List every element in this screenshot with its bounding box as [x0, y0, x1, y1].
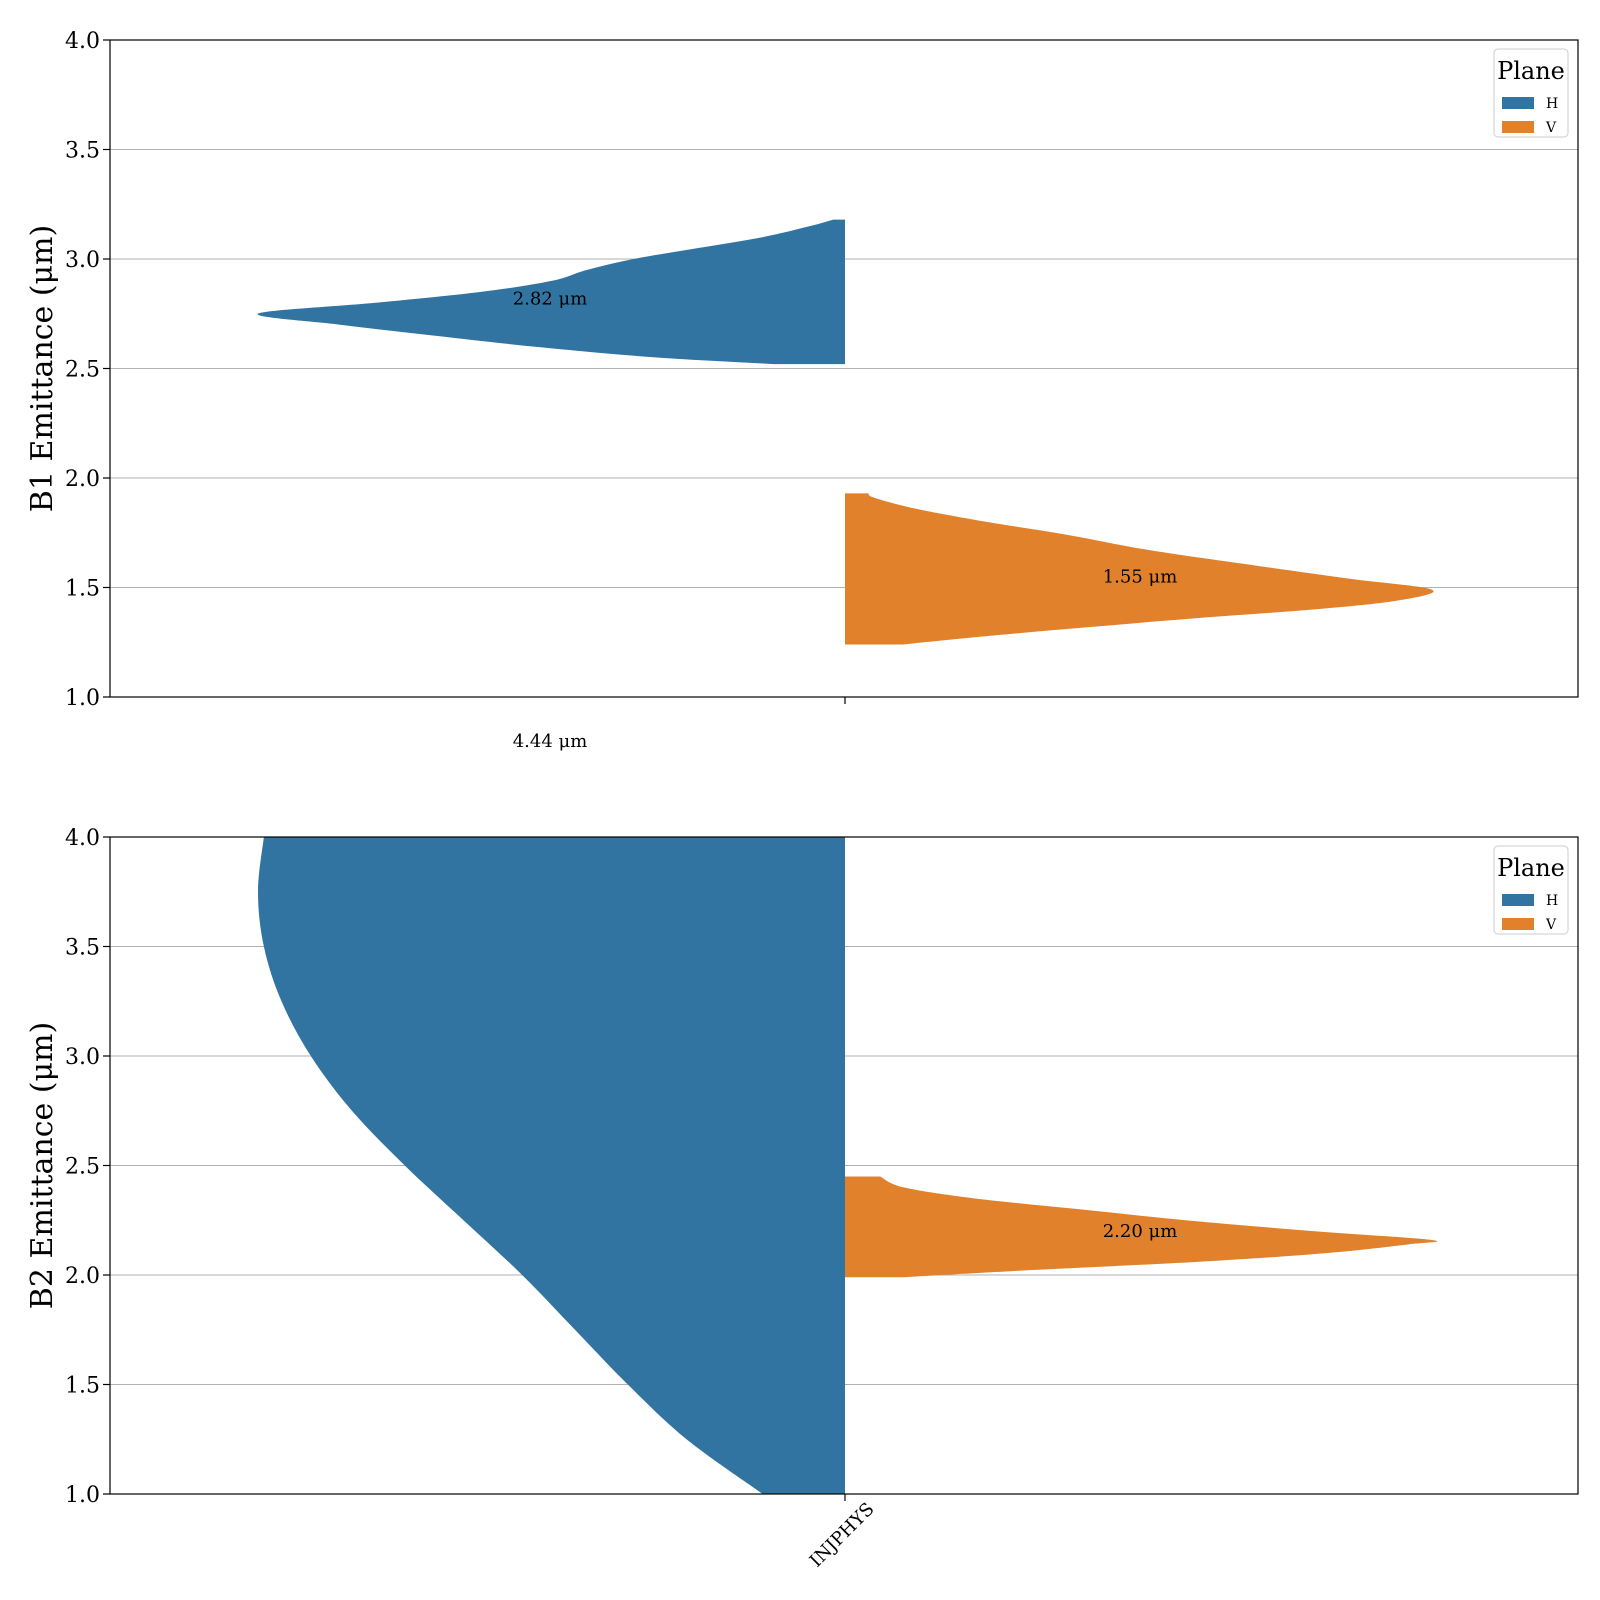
legend-swatch-v	[1502, 918, 1534, 930]
legend: Plane HV	[1493, 845, 1569, 935]
y-tick-label: 1.5	[65, 577, 100, 602]
violins	[257, 219, 1434, 645]
violins	[258, 837, 1438, 1494]
legend-swatch-v	[1502, 121, 1534, 133]
violin-v	[845, 493, 1434, 645]
panel-1: 2.82 μm 4.44 μm 1.55 μm 1.0 1.5 2.0 2.5 3.0 3.5 4…	[25, 29, 1579, 752]
legend-label-h: H	[1546, 893, 1558, 909]
y-tick-label: 2.0	[65, 467, 100, 492]
annotation-h: 2.82 μm	[513, 288, 588, 309]
legend-swatch-h	[1502, 894, 1534, 906]
y-tick-label: 3.0	[65, 248, 100, 273]
legend-label-v: V	[1545, 120, 1557, 136]
legend-swatch-h	[1502, 97, 1534, 109]
legend-title: Plane	[1497, 854, 1565, 882]
annotation-h: 4.44 μm	[513, 731, 588, 752]
annotation-v: 1.55 μm	[1103, 567, 1178, 588]
y-tick-label: 2.5	[65, 358, 100, 383]
y-tick-label: 1.0	[65, 686, 100, 711]
y-tick-label: 2.5	[65, 1155, 100, 1180]
violin-v	[845, 1176, 1438, 1278]
y-tick-label: 1.5	[65, 1374, 100, 1399]
legend-label-h: H	[1546, 96, 1558, 112]
legend-label-v: V	[1545, 917, 1557, 933]
y-axis-label: B2 Emittance (μm)	[25, 1022, 60, 1309]
annotation-v: 2.20 μm	[1103, 1221, 1178, 1242]
x-tick-label: INJPHYS	[806, 1499, 879, 1572]
y-axis-label: B1 Emittance (μm)	[25, 225, 60, 512]
y-tick-label: 4.0	[65, 826, 100, 851]
violin-h	[257, 219, 846, 365]
legend-box	[1493, 48, 1569, 138]
y-tick-label: 3.5	[65, 139, 100, 164]
y-tick-label: 3.0	[65, 1045, 100, 1070]
legend-box	[1493, 845, 1569, 935]
legend-title: Plane	[1497, 57, 1565, 85]
y-tick-label: 3.5	[65, 936, 100, 961]
violin-h	[258, 837, 845, 1494]
y-tick-label: 2.0	[65, 1264, 100, 1289]
y-tick-label: 1.0	[65, 1483, 100, 1508]
panel-2: 2.20 μm 1.0 1.5 2.0 2.5 3.0 3.5 4.0 INJPHYS B2 Em…	[25, 826, 1579, 1572]
legend: Plane HV	[1493, 48, 1569, 138]
y-tick-label: 4.0	[65, 29, 100, 54]
